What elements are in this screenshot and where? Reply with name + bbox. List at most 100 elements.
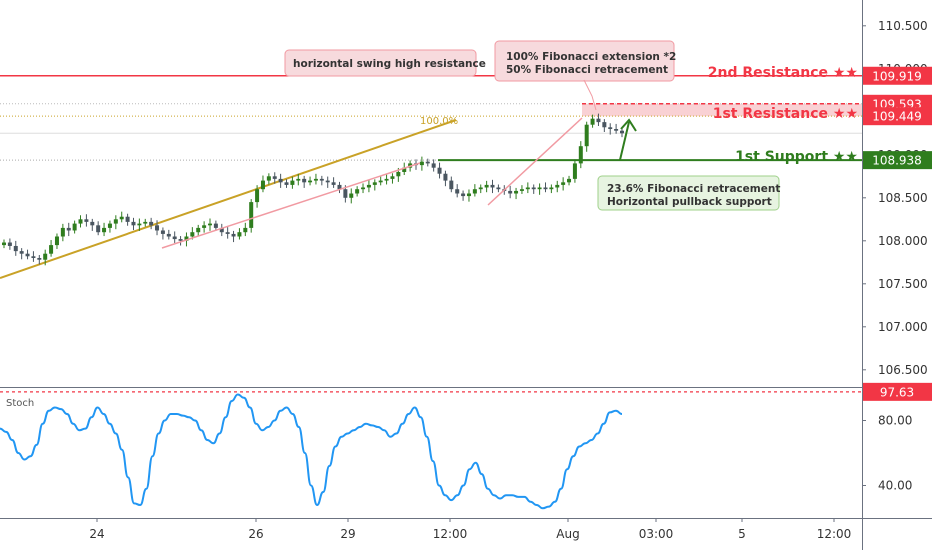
candle-body bbox=[202, 225, 207, 228]
candle-body bbox=[308, 180, 313, 183]
price-badge bbox=[863, 107, 932, 126]
candle-body bbox=[496, 187, 501, 190]
price-badge bbox=[863, 66, 932, 85]
fib-100-label: 100.0% bbox=[420, 116, 458, 127]
stoch-label: Stoch bbox=[6, 398, 34, 409]
candle-body bbox=[608, 127, 613, 129]
time-tick-label: 29 bbox=[340, 527, 355, 541]
candle-body bbox=[431, 163, 436, 168]
candle-body bbox=[155, 225, 160, 231]
candle-body bbox=[484, 184, 489, 188]
candle-body bbox=[490, 184, 495, 188]
candle-body bbox=[537, 187, 542, 190]
stoch-badge: 97.63 bbox=[863, 382, 932, 401]
candle-body bbox=[219, 227, 224, 233]
candle-body bbox=[355, 189, 360, 194]
price-tick-label: 106.500 bbox=[878, 363, 928, 377]
candle-body bbox=[478, 187, 483, 190]
candle-body bbox=[584, 124, 589, 147]
candle-body bbox=[402, 167, 407, 172]
candle-body bbox=[160, 230, 165, 234]
swing-arrow-2 bbox=[487, 117, 583, 206]
swing-arrow-1 bbox=[161, 162, 421, 249]
candle-body bbox=[225, 232, 230, 234]
candle-body bbox=[455, 189, 460, 194]
time-tick-label: Aug bbox=[556, 527, 579, 541]
price-badge-label: 109.919 bbox=[872, 69, 922, 83]
label-2nd-resistance: 2nd Resistance ★★ bbox=[708, 65, 858, 81]
candle-body bbox=[84, 219, 89, 222]
stoch-axis: 40.00 80.00 bbox=[862, 414, 912, 493]
candle-body bbox=[260, 180, 265, 190]
candle-body bbox=[331, 182, 336, 185]
candle-body bbox=[390, 176, 395, 179]
time-axis[interactable]: 24 26 29 12:00 Aug 03:00 5 12:00 bbox=[89, 518, 851, 541]
candle-body bbox=[190, 232, 195, 237]
stoch-ref-badge bbox=[863, 382, 932, 401]
candle-body bbox=[237, 232, 242, 237]
candle-body bbox=[472, 189, 477, 194]
candle-body bbox=[349, 193, 354, 198]
candle-body bbox=[549, 187, 554, 190]
resistance-zone bbox=[582, 103, 862, 117]
candle-body bbox=[590, 118, 595, 125]
candle-body bbox=[508, 190, 513, 194]
time-tick-label: 26 bbox=[248, 527, 263, 541]
candle-body bbox=[466, 193, 471, 197]
time-tick-label: 12:00 bbox=[817, 527, 852, 541]
candle-body bbox=[54, 236, 59, 246]
candle-body bbox=[125, 216, 130, 222]
candle-body bbox=[296, 178, 301, 181]
candle-body bbox=[372, 182, 377, 185]
fib-trendline[interactable] bbox=[0, 119, 457, 279]
candle-body bbox=[90, 221, 95, 226]
candle-body bbox=[113, 219, 118, 224]
candle-body bbox=[449, 180, 454, 190]
candle-body bbox=[602, 122, 607, 128]
candle-body bbox=[266, 176, 271, 181]
stoch-line bbox=[0, 393, 623, 510]
candle-body bbox=[107, 223, 112, 228]
candle-body bbox=[419, 161, 424, 166]
candle-body bbox=[361, 187, 366, 190]
candle-body bbox=[313, 178, 318, 181]
price-tick-label: 108.000 bbox=[878, 234, 928, 248]
horizontal-levels bbox=[0, 75, 862, 162]
candle-body bbox=[555, 184, 560, 188]
candle-body bbox=[461, 193, 466, 197]
callout-swing-high: horizontal swing high resistance bbox=[284, 49, 486, 77]
candle-body bbox=[19, 251, 24, 254]
svg-text:100% Fibonacci extension *2: 100% Fibonacci extension *2 bbox=[506, 51, 676, 63]
candle-body bbox=[43, 253, 48, 260]
candle-body bbox=[31, 256, 36, 258]
price-tick-label: 107.500 bbox=[878, 277, 928, 291]
callout-fib-extension: 100% Fibonacci extension *2 50% Fibonacc… bbox=[494, 40, 676, 82]
svg-text:50% Fibonacci retracement: 50% Fibonacci retracement bbox=[506, 64, 668, 76]
label-1st-support: 1st Support ★★ bbox=[735, 149, 858, 165]
candle-body bbox=[72, 223, 77, 231]
time-tick-label: 5 bbox=[738, 527, 746, 541]
candle-body bbox=[378, 180, 383, 183]
candle-body bbox=[149, 221, 154, 226]
candle-body bbox=[572, 163, 577, 179]
candle-body bbox=[525, 187, 530, 190]
candle-body bbox=[119, 216, 124, 220]
candle-body bbox=[272, 176, 277, 179]
candle-body bbox=[137, 223, 142, 226]
stoch-ref-badge-label: 97.63 bbox=[880, 385, 914, 399]
candle-body bbox=[172, 236, 177, 240]
candle-body bbox=[596, 118, 601, 123]
svg-text:horizontal swing high resistan: horizontal swing high resistance bbox=[293, 58, 486, 70]
candle-body bbox=[96, 225, 101, 233]
candle-body bbox=[7, 242, 12, 246]
candle-body bbox=[319, 178, 324, 181]
candle-body bbox=[13, 245, 18, 252]
time-tick-label: 12:00 bbox=[433, 527, 468, 541]
svg-text:23.6% Fibonacci retracement: 23.6% Fibonacci retracement bbox=[607, 183, 780, 195]
candle-body bbox=[102, 227, 107, 233]
candle-body bbox=[66, 227, 71, 231]
candle-body bbox=[243, 227, 248, 233]
candle-body bbox=[384, 178, 389, 181]
price-tick-label: 110.500 bbox=[878, 19, 928, 33]
candle-body bbox=[443, 173, 448, 181]
